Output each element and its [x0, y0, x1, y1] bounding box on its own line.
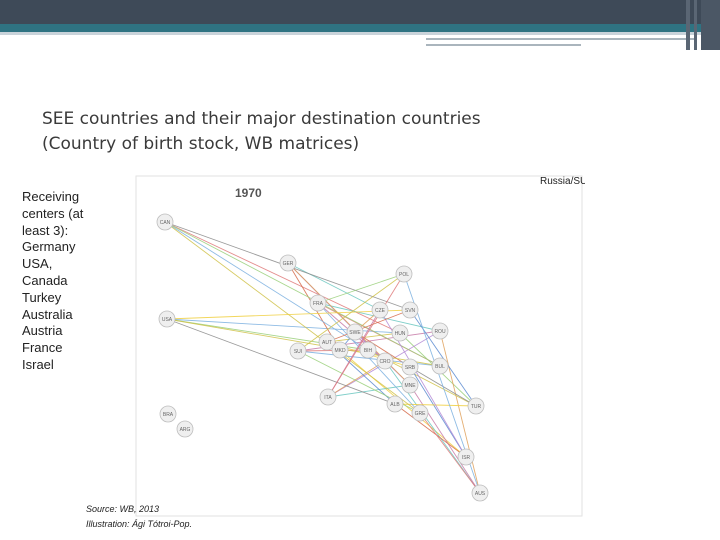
edge [164, 221, 401, 334]
node-label: CRO [379, 359, 390, 365]
edge [327, 360, 386, 398]
node [176, 420, 194, 438]
edge [384, 360, 481, 494]
node-label: SUI [294, 349, 302, 355]
node [319, 388, 337, 406]
node [318, 333, 336, 351]
edge [409, 384, 481, 494]
node-label: AUS [475, 491, 486, 497]
node-label: FRA [313, 301, 324, 307]
node [391, 324, 409, 342]
edge [317, 273, 405, 304]
edge [419, 412, 481, 494]
edge [394, 403, 467, 458]
node-label: POL [399, 272, 409, 278]
node [431, 322, 449, 340]
sidebar: Receiving centers (at least 3): Germany USA,… [22, 189, 83, 374]
sidebar-line: Turkey [22, 289, 62, 305]
edge [164, 221, 441, 367]
node [159, 405, 177, 423]
sidebar-line: least 3): [22, 222, 69, 238]
sidebar-line: Austria [22, 323, 63, 339]
illustration-credit: Illustration: Ági Tótroi-Pop. [86, 519, 193, 529]
network-diagram: 1970 Russia/SU? CAN GER POL FRA CZE SVN USA AUT… [135, 175, 585, 517]
node-label: USA [162, 317, 173, 323]
sidebar-line: France [22, 340, 63, 356]
sidebar-line: Germany [22, 239, 76, 255]
node-label: CAN [160, 220, 171, 226]
edge [166, 318, 441, 367]
node-label: BUL [435, 364, 445, 370]
node-label: TUR [471, 404, 482, 410]
node [411, 404, 429, 422]
source: Source: WB, 2013 [86, 504, 160, 514]
node-label: ITA [324, 395, 332, 401]
node [471, 484, 489, 502]
node [279, 254, 297, 272]
node-label: GRE [415, 411, 427, 417]
annotation: Russia/SU? [540, 176, 585, 187]
year-label: 1970 [235, 186, 262, 200]
edge [327, 273, 405, 398]
node [467, 397, 485, 415]
edge [297, 273, 405, 352]
node-label: GER [283, 261, 294, 267]
sidebar-line: Receiving [22, 189, 80, 204]
node-label: MKD [334, 348, 346, 354]
node [289, 342, 307, 360]
node [359, 341, 377, 359]
node [401, 376, 419, 394]
node-label: HUN [395, 331, 406, 337]
node [376, 352, 394, 370]
node [401, 358, 419, 376]
node-label: AUT [322, 340, 332, 346]
header-decoration [0, 0, 720, 50]
sidebar-line: Israel [22, 356, 54, 372]
edge [166, 318, 396, 405]
node [395, 265, 413, 283]
sidebar-line: centers (at [22, 205, 84, 221]
node-label: SRB [405, 365, 416, 371]
edge [164, 221, 369, 351]
title-line: SEE countries and their major destinatio… [42, 109, 481, 129]
node [158, 310, 176, 328]
node-label: ROU [434, 329, 446, 335]
node [401, 301, 419, 319]
node [156, 213, 174, 231]
node-label: SVN [405, 308, 416, 314]
node [431, 357, 449, 375]
node [309, 294, 327, 312]
node-label: CZE [375, 308, 386, 314]
edge [409, 309, 477, 407]
node [457, 448, 475, 466]
node-label: ISR [462, 455, 471, 461]
edge [164, 221, 421, 414]
edge [326, 309, 411, 343]
node-label: SWE [349, 330, 361, 336]
sidebar-line: Australia [22, 306, 73, 322]
edge [439, 330, 481, 494]
node-label: ARG [180, 427, 191, 433]
sidebar-line: Canada [22, 272, 68, 288]
node-label: BIH [364, 348, 373, 354]
node [371, 301, 389, 319]
node [386, 395, 404, 413]
node-label: BRA [163, 412, 174, 418]
title-line: (Country of birth stock, WB matrices) [42, 134, 360, 154]
sidebar-line: USA, [22, 256, 53, 272]
edge [166, 309, 411, 320]
edge [409, 366, 467, 458]
node-label: MNE [404, 383, 416, 389]
node [331, 341, 349, 359]
node-label: ALB [390, 402, 400, 408]
node [346, 323, 364, 341]
